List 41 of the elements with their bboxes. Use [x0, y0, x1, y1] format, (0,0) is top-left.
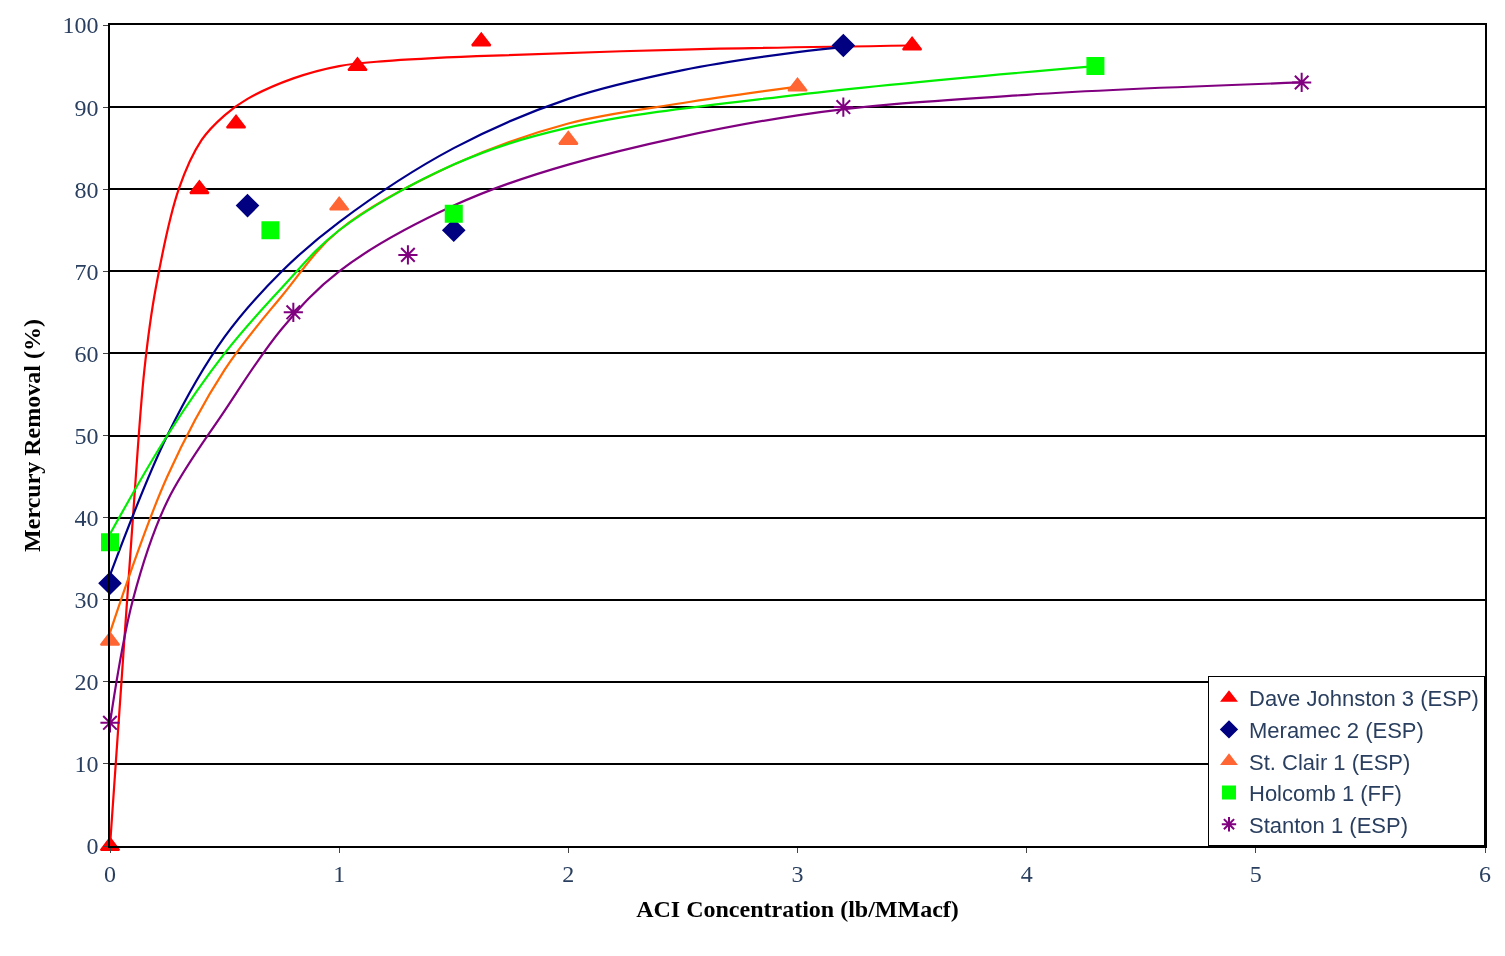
y-tick-label: 60 [74, 340, 99, 367]
y-tick-label: 100 [62, 12, 99, 39]
x-tick-label: 1 [333, 860, 346, 887]
point [189, 180, 210, 195]
x-tick-label: 3 [791, 860, 804, 887]
y-tick-label: 90 [74, 94, 99, 121]
x-axis-title: ACI Concentration (lb/MMacf) [636, 896, 959, 923]
y-tick-label: 80 [74, 176, 99, 203]
point [101, 533, 119, 552]
point [832, 96, 854, 118]
y-axis-title: Mercury Removal (%) [19, 319, 46, 552]
y-tick-label: 0 [86, 833, 99, 860]
legend-label: Holcomb 1 (FF) [1249, 781, 1402, 807]
legend-label: Stanton 1 (ESP) [1249, 812, 1408, 838]
point [282, 301, 304, 323]
legend-label: St. Clair 1 (ESP) [1249, 749, 1411, 775]
point [99, 712, 121, 734]
x-tick-label: 6 [1479, 860, 1491, 887]
point [444, 204, 463, 223]
point [261, 221, 280, 240]
y-tick-label: 10 [74, 751, 99, 778]
point [471, 32, 492, 47]
point [1291, 71, 1313, 94]
x-tick-label: 4 [1020, 860, 1033, 887]
point [787, 77, 808, 92]
y-tick-label: 20 [74, 669, 99, 696]
y-tick-label: 50 [74, 422, 99, 449]
point [1086, 57, 1105, 76]
legend-label: Meramec 2 (ESP) [1249, 717, 1424, 743]
y-tick-label: 30 [74, 587, 99, 614]
point [347, 57, 368, 72]
x-tick-label: 0 [104, 860, 116, 887]
y-tick-label: 70 [74, 258, 99, 285]
point [831, 34, 855, 57]
point [558, 130, 579, 145]
y-tick-label: 40 [74, 505, 99, 531]
point [397, 244, 419, 266]
x-tick-label: 2 [562, 860, 575, 887]
x-tick-label: 5 [1249, 860, 1262, 887]
point [236, 194, 259, 218]
legend-label: Dave Johnston 3 (ESP) [1249, 686, 1479, 712]
